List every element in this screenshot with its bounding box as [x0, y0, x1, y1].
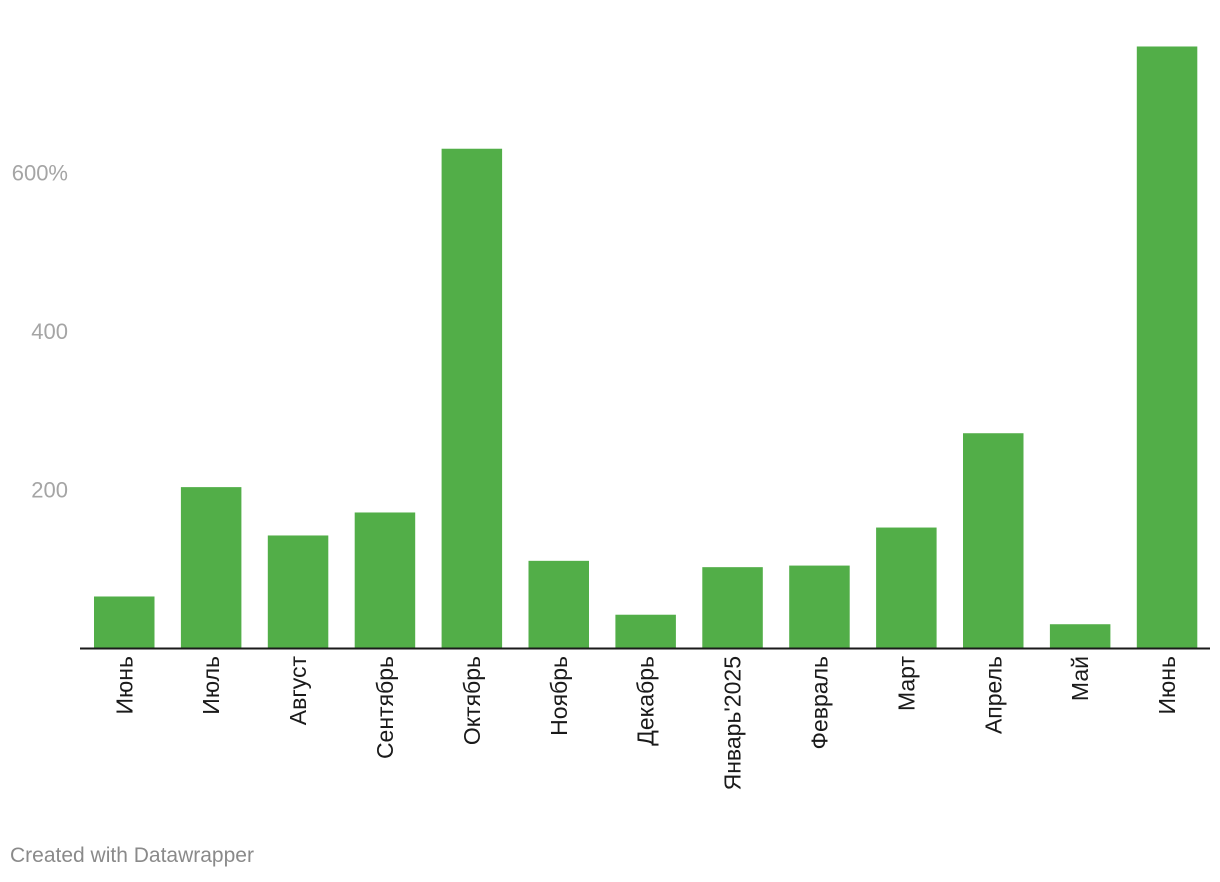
x-category-label: Октябрь	[459, 656, 485, 745]
x-category-label: Январь'2025	[720, 656, 746, 790]
bar[interactable]	[789, 565, 850, 648]
bar[interactable]	[963, 433, 1024, 648]
bar[interactable]	[528, 560, 590, 648]
bar[interactable]	[354, 512, 416, 648]
x-category-label: Декабрь	[633, 656, 659, 746]
bar[interactable]	[876, 527, 937, 648]
x-category-label: Июль	[198, 656, 224, 715]
x-category-label: Март	[893, 656, 919, 711]
x-axis-labels: Июнь Июль Август Сентябрь Октябрь Ноябрь Декаб…	[111, 656, 1180, 791]
y-tick-label: 400	[31, 319, 68, 344]
bar[interactable]	[702, 567, 763, 648]
bar[interactable]	[441, 148, 503, 649]
bar[interactable]	[1049, 624, 1111, 648]
x-category-label: Февраль	[806, 656, 832, 749]
bar-chart: 200 400 600% Июнь Июль Август Сентябрь Октябрь…	[12, 46, 1210, 791]
x-category-label: Июнь	[1154, 656, 1180, 714]
credit-text: Created with Datawrapper	[10, 844, 254, 867]
bar[interactable]	[1136, 46, 1198, 649]
bar[interactable]	[267, 535, 329, 648]
y-axis-ticks: 200 400 600%	[12, 161, 68, 503]
x-category-label: Сентябрь	[372, 656, 398, 759]
x-category-label: Ноябрь	[546, 656, 572, 736]
x-category-label: Апрель	[980, 656, 1006, 734]
x-category-label: Август	[285, 656, 311, 726]
bar[interactable]	[180, 487, 242, 648]
bar[interactable]	[615, 614, 676, 648]
x-category-label: Май	[1067, 656, 1093, 701]
bar[interactable]	[94, 596, 155, 648]
bars-group	[94, 46, 1198, 649]
y-tick-label: 600%	[12, 161, 68, 186]
x-category-label: Июнь	[111, 656, 137, 714]
y-tick-label: 200	[31, 478, 68, 503]
